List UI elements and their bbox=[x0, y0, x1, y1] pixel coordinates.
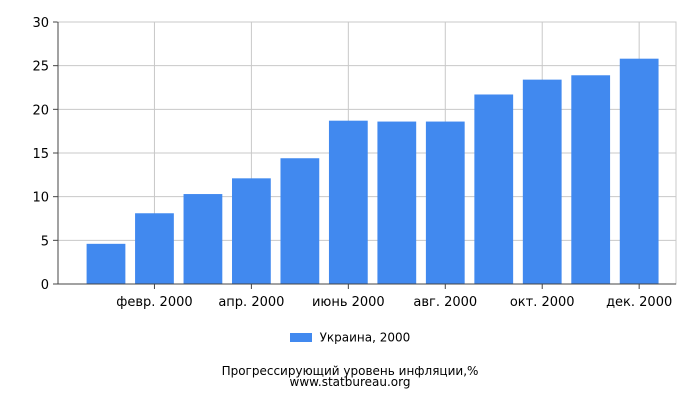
legend: Украина, 2000 bbox=[0, 330, 700, 345]
y-tick-label: 25 bbox=[32, 60, 49, 75]
bar-12 bbox=[619, 58, 659, 285]
bar-6 bbox=[328, 120, 368, 284]
x-tick-label: июнь 2000 bbox=[312, 295, 385, 310]
bar-5 bbox=[280, 158, 320, 284]
y-tick-label: 15 bbox=[32, 147, 49, 162]
x-tick-label: дек. 2000 bbox=[606, 295, 672, 310]
y-tick-label: 30 bbox=[32, 16, 49, 31]
bar-9 bbox=[474, 94, 514, 284]
x-tick-label: авг. 2000 bbox=[413, 295, 477, 310]
bar-2 bbox=[135, 213, 174, 284]
bar-10 bbox=[522, 79, 562, 284]
x-tick-label: апр. 2000 bbox=[218, 295, 284, 310]
inflation-chart: 0 5 10 15 20 25 30 февр. 2000 апр. 2000 июнь 2000… bbox=[32, 16, 677, 310]
bar-8 bbox=[425, 121, 465, 284]
source-url: www.statbureau.org bbox=[289, 375, 411, 389]
x-tick-label: февр. 2000 bbox=[116, 295, 192, 310]
x-tick-label: окт. 2000 bbox=[510, 295, 575, 310]
y-tick-label: 10 bbox=[32, 191, 49, 206]
y-tick-label: 0 bbox=[41, 278, 49, 293]
bar-1 bbox=[86, 243, 126, 284]
y-tick-label: 20 bbox=[32, 103, 49, 118]
bar-3 bbox=[183, 194, 223, 284]
legend-swatch bbox=[289, 333, 312, 342]
bar-11 bbox=[571, 75, 611, 284]
chart-caption: Прогрессирующий уровень инфляции,% bbox=[221, 364, 479, 378]
bar-7 bbox=[377, 121, 417, 284]
bar-4 bbox=[232, 178, 271, 284]
legend-label: Украина, 2000 bbox=[319, 330, 411, 345]
y-tick-label: 5 bbox=[41, 234, 49, 249]
